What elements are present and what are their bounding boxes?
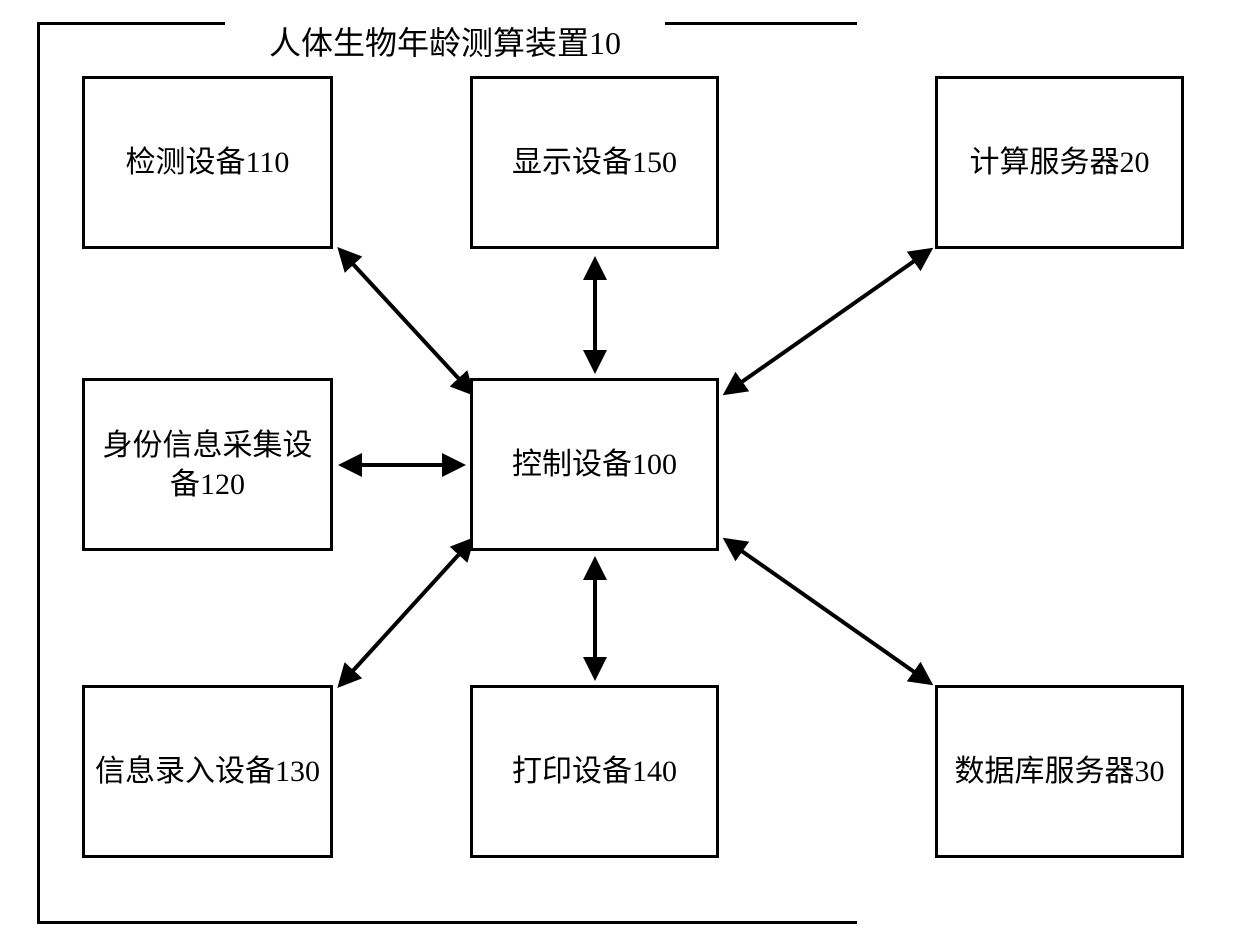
- node-label: 计算服务器20: [970, 143, 1150, 182]
- node-label: 身份信息采集设备120: [93, 426, 322, 504]
- diagram-canvas: 人体生物年龄测算装置10 检测设备110 显示设备150 计算服务器20 身份信息采集…: [0, 0, 1240, 944]
- node-n150: 显示设备150: [470, 76, 719, 249]
- node-n130: 信息录入设备130: [82, 685, 333, 858]
- node-n20: 计算服务器20: [935, 76, 1184, 249]
- node-n30: 数据库服务器30: [935, 685, 1184, 858]
- node-n100: 控制设备100: [470, 378, 719, 551]
- node-label: 控制设备100: [512, 445, 677, 484]
- node-label: 数据库服务器30: [955, 752, 1165, 791]
- node-label: 打印设备140: [512, 752, 677, 791]
- node-label: 显示设备150: [512, 143, 677, 182]
- node-label: 检测设备110: [126, 143, 290, 182]
- diagram-title: 人体生物年龄测算装置10: [225, 18, 665, 64]
- node-label: 信息录入设备130: [95, 752, 320, 791]
- node-n110: 检测设备110: [82, 76, 333, 249]
- node-n120: 身份信息采集设备120: [82, 378, 333, 551]
- node-n140: 打印设备140: [470, 685, 719, 858]
